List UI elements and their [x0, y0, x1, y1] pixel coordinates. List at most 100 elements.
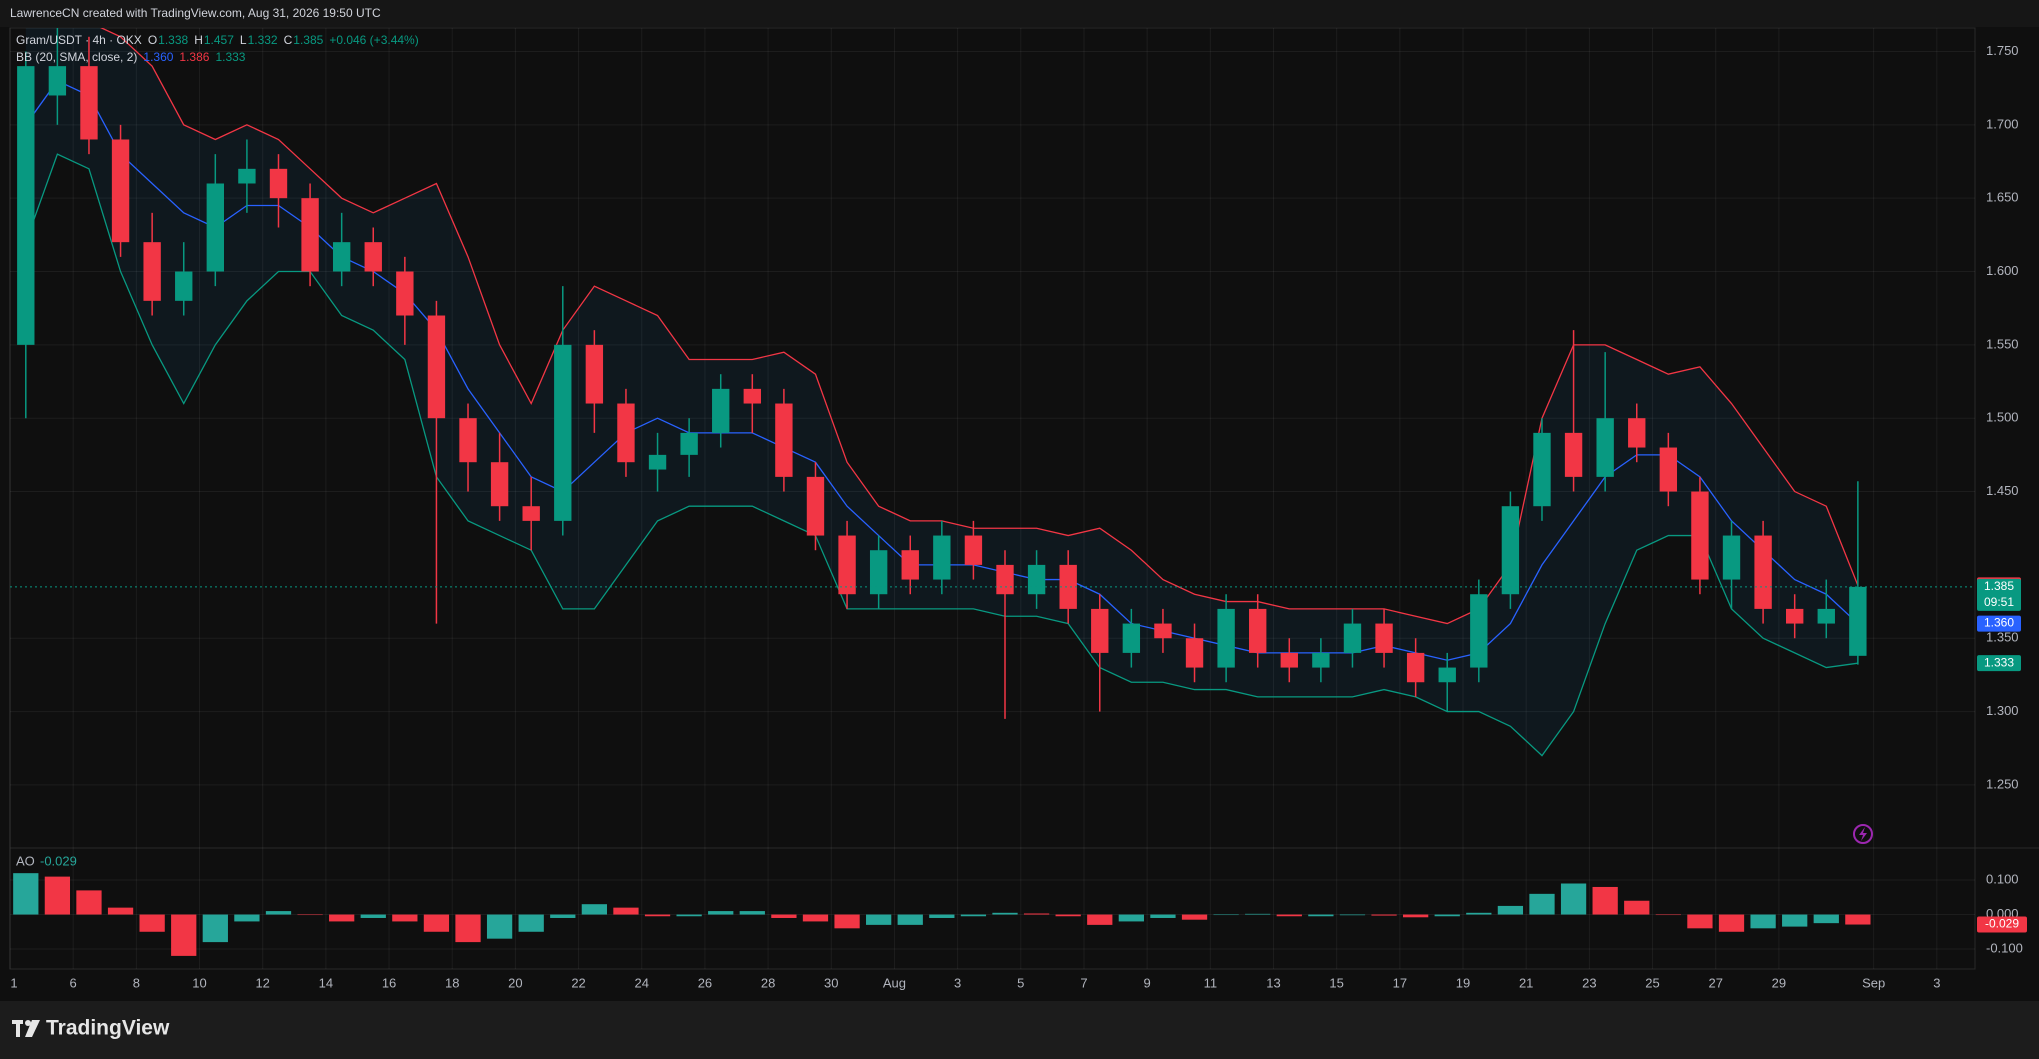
ao-bar: [613, 907, 639, 915]
ao-bar: [1466, 912, 1492, 915]
candle-body: [1280, 652, 1298, 668]
y-tick-label: 1.750: [1986, 43, 2019, 58]
x-tick-label: 20: [508, 975, 522, 990]
ao-bar: [929, 914, 955, 918]
y-tick-label: 1.700: [1986, 116, 2019, 131]
ao-title: AO: [16, 853, 35, 868]
candle-body: [396, 271, 414, 316]
candle-body: [996, 564, 1014, 595]
ao-bar: [392, 914, 418, 922]
x-tick-label: 11: [1204, 975, 1218, 990]
candle-body: [617, 403, 635, 463]
y-tick-label: 1.250: [1986, 776, 2019, 791]
x-tick-label: 8: [133, 975, 140, 990]
x-tick-label: 27: [1708, 975, 1722, 990]
candle-body: [1659, 447, 1678, 492]
candle-body: [490, 462, 509, 507]
ao-bar: [1718, 914, 1745, 932]
x-tick-label: 18: [445, 975, 459, 990]
legend-ohlc-value: 1.332: [248, 33, 278, 47]
ao-bar: [297, 914, 323, 916]
candle-body: [238, 168, 256, 184]
candle-body: [1786, 608, 1804, 624]
x-tick-label: 21: [1519, 975, 1533, 990]
x-tick-label: 23: [1582, 975, 1596, 990]
candle-body: [17, 66, 35, 345]
legend-bb-value: 1.333: [215, 50, 245, 64]
x-tick-label: 22: [571, 975, 585, 990]
ao-bar: [1055, 914, 1081, 917]
candle-body: [1501, 506, 1520, 595]
y-tick-label: 1.650: [1986, 190, 2019, 205]
candle-body: [1754, 535, 1772, 609]
x-tick-label: 6: [70, 975, 77, 990]
price-badge-label: 1.360: [1984, 616, 2014, 630]
ao-bar: [360, 914, 386, 918]
x-tick-label: 10: [192, 975, 206, 990]
price-badge: [1977, 578, 2021, 611]
candle-body: [554, 344, 572, 521]
y-tick-label: 1.450: [1986, 483, 2019, 498]
ao-bar: [234, 914, 260, 922]
candle-body: [1817, 608, 1835, 624]
ao-bar: [1339, 914, 1366, 916]
x-tick-label: 19: [1456, 975, 1470, 990]
brand-name: TradingView: [46, 1017, 170, 1040]
candle-body: [806, 476, 825, 536]
ao-bar: [455, 914, 481, 943]
candle-body: [48, 66, 67, 96]
candle-body: [712, 388, 730, 433]
candle-body: [775, 403, 793, 477]
ao-bar: [13, 873, 39, 915]
candle-body: [1470, 594, 1488, 668]
ao-bar: [1750, 914, 1776, 929]
candle-body: [964, 535, 983, 565]
legend-ohlc-label: L: [240, 33, 247, 47]
price-badge-label: 1.385: [1984, 579, 2014, 593]
x-tick-label: 28: [761, 975, 775, 990]
legend-bb-title: BB (20, SMA, close, 2): [16, 50, 137, 64]
y-tick-label: 1.300: [1986, 703, 2019, 718]
ao-bar: [329, 914, 355, 922]
candle-body: [743, 388, 761, 404]
plot-frame: [9, 27, 1976, 970]
ao-bar: [171, 914, 197, 956]
candle-body: [1312, 652, 1330, 668]
x-tick-label: 26: [698, 975, 712, 990]
ao-bar: [1592, 886, 1618, 915]
legend-ohlc-label: H: [194, 33, 203, 47]
x-tick-label: 13: [1266, 975, 1280, 990]
ao-bar: [1181, 914, 1208, 920]
ao-bar: [992, 912, 1018, 915]
x-tick-label: 16: [382, 975, 396, 990]
candle-body: [1249, 608, 1267, 653]
ao-bar: [1434, 914, 1460, 917]
ao-bar: [960, 914, 987, 917]
x-tick-label: 24: [635, 975, 649, 990]
y-tick-label: 1.350: [1986, 630, 2019, 645]
candle-body: [1091, 608, 1109, 653]
top-bar: [0, 0, 2039, 27]
ao-bar: [1782, 914, 1808, 927]
y-tick-label: -0.100: [1986, 940, 2023, 955]
ao-bar: [486, 914, 513, 939]
legend-ohlc-value: 1.385: [293, 33, 323, 47]
ao-bar: [834, 914, 860, 929]
ao-bar: [1118, 914, 1144, 922]
ao-bar: [771, 914, 797, 918]
y-tick-label: 1.600: [1986, 263, 2019, 278]
ao-bar: [1150, 914, 1176, 918]
candle-body: [1722, 535, 1741, 580]
ao-bar: [644, 914, 671, 917]
ao-bar: [1497, 905, 1524, 915]
ao-bar: [1276, 914, 1302, 917]
candle-body: [1122, 623, 1141, 653]
x-tick-label: 9: [1144, 975, 1151, 990]
candle-body: [1849, 586, 1867, 656]
ao-bar: [1213, 914, 1239, 916]
legend-ohlc-label: C: [284, 33, 293, 47]
candle-body: [332, 242, 351, 272]
candle-body: [1154, 623, 1172, 639]
brand-logo: [12, 1020, 40, 1037]
